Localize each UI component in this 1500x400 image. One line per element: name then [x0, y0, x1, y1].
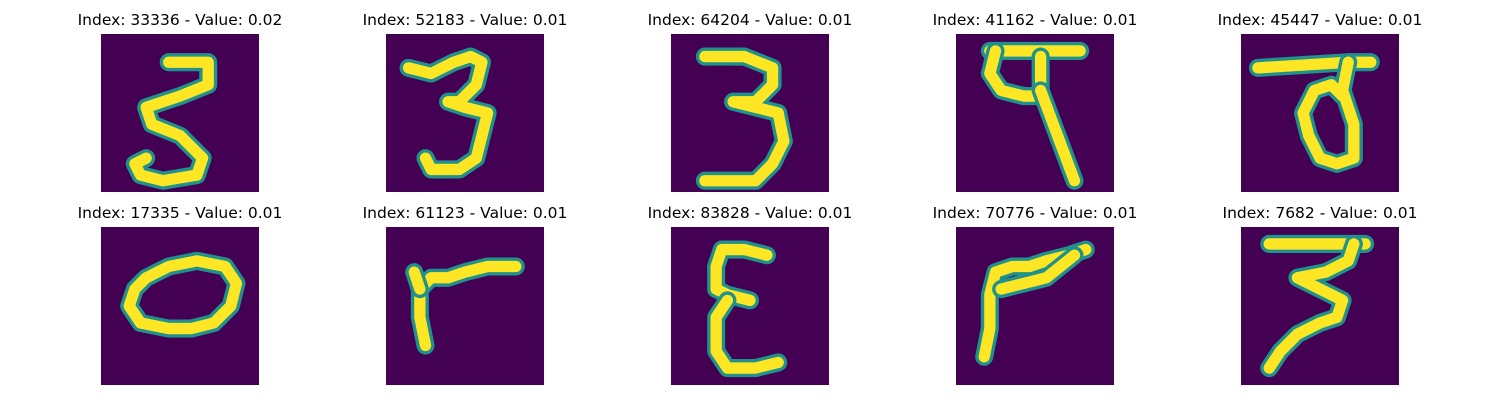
panel-title: Index: 33336 - Value: 0.02 — [77, 11, 283, 29]
image-panel: Index: 61123 - Value: 0.01 — [345, 204, 585, 389]
panel-title: Index: 64204 - Value: 0.01 — [647, 11, 853, 29]
stroke-core — [1263, 238, 1360, 374]
stroke-core — [414, 260, 522, 352]
handwritten-digit-3-image — [101, 34, 259, 192]
handwritten-digit-3-image — [671, 34, 829, 192]
handwritten-character-epsilon-image — [671, 227, 829, 385]
panel-title: Index: 70776 - Value: 0.01 — [932, 204, 1138, 222]
image-panel: Index: 45447 - Value: 0.01 — [1200, 11, 1440, 196]
handwritten-character-pa-image — [956, 34, 1114, 192]
stroke-core — [408, 266, 426, 295]
stroke-core — [1297, 56, 1360, 170]
handwritten-character-zha-image — [1241, 227, 1399, 385]
panel-title: Index: 41162 - Value: 0.01 — [932, 11, 1138, 29]
image-panel: Index: 17335 - Value: 0.01 — [60, 204, 300, 389]
stroke-core — [129, 56, 214, 187]
handwritten-digit-3-image — [386, 34, 544, 192]
image-panel: Index: 70776 - Value: 0.01 — [915, 204, 1155, 389]
handwritten-digit-0-image — [101, 227, 259, 385]
image-panel: Index: 64204 - Value: 0.01 — [630, 11, 870, 196]
handwritten-stroke-image — [956, 227, 1114, 385]
panel-title: Index: 83828 - Value: 0.01 — [647, 204, 853, 222]
panel-title: Index: 61123 - Value: 0.01 — [362, 204, 568, 222]
panel-title: Index: 52183 - Value: 0.01 — [362, 11, 568, 29]
image-background — [386, 227, 544, 385]
image-panel: Index: 52183 - Value: 0.01 — [345, 11, 585, 196]
handwritten-character-pa-image — [1241, 34, 1399, 192]
stroke-core — [995, 249, 1081, 295]
panel-title: Index: 17335 - Value: 0.01 — [77, 204, 283, 222]
image-panel: Index: 83828 - Value: 0.01 — [630, 204, 870, 389]
stroke-core — [1035, 84, 1081, 187]
handwritten-stroke-image — [386, 227, 544, 385]
stroke-core — [402, 50, 494, 176]
image-panel: Index: 7682 - Value: 0.01 — [1200, 204, 1440, 389]
panel-title: Index: 45447 - Value: 0.01 — [1217, 11, 1423, 29]
panel-title: Index: 7682 - Value: 0.01 — [1222, 204, 1418, 222]
stroke-core — [699, 50, 790, 187]
image-panel: Index: 33336 - Value: 0.02 — [60, 11, 300, 196]
stroke-core — [123, 255, 243, 335]
image-panel: Index: 41162 - Value: 0.01 — [915, 11, 1155, 196]
stroke-core — [710, 294, 784, 374]
